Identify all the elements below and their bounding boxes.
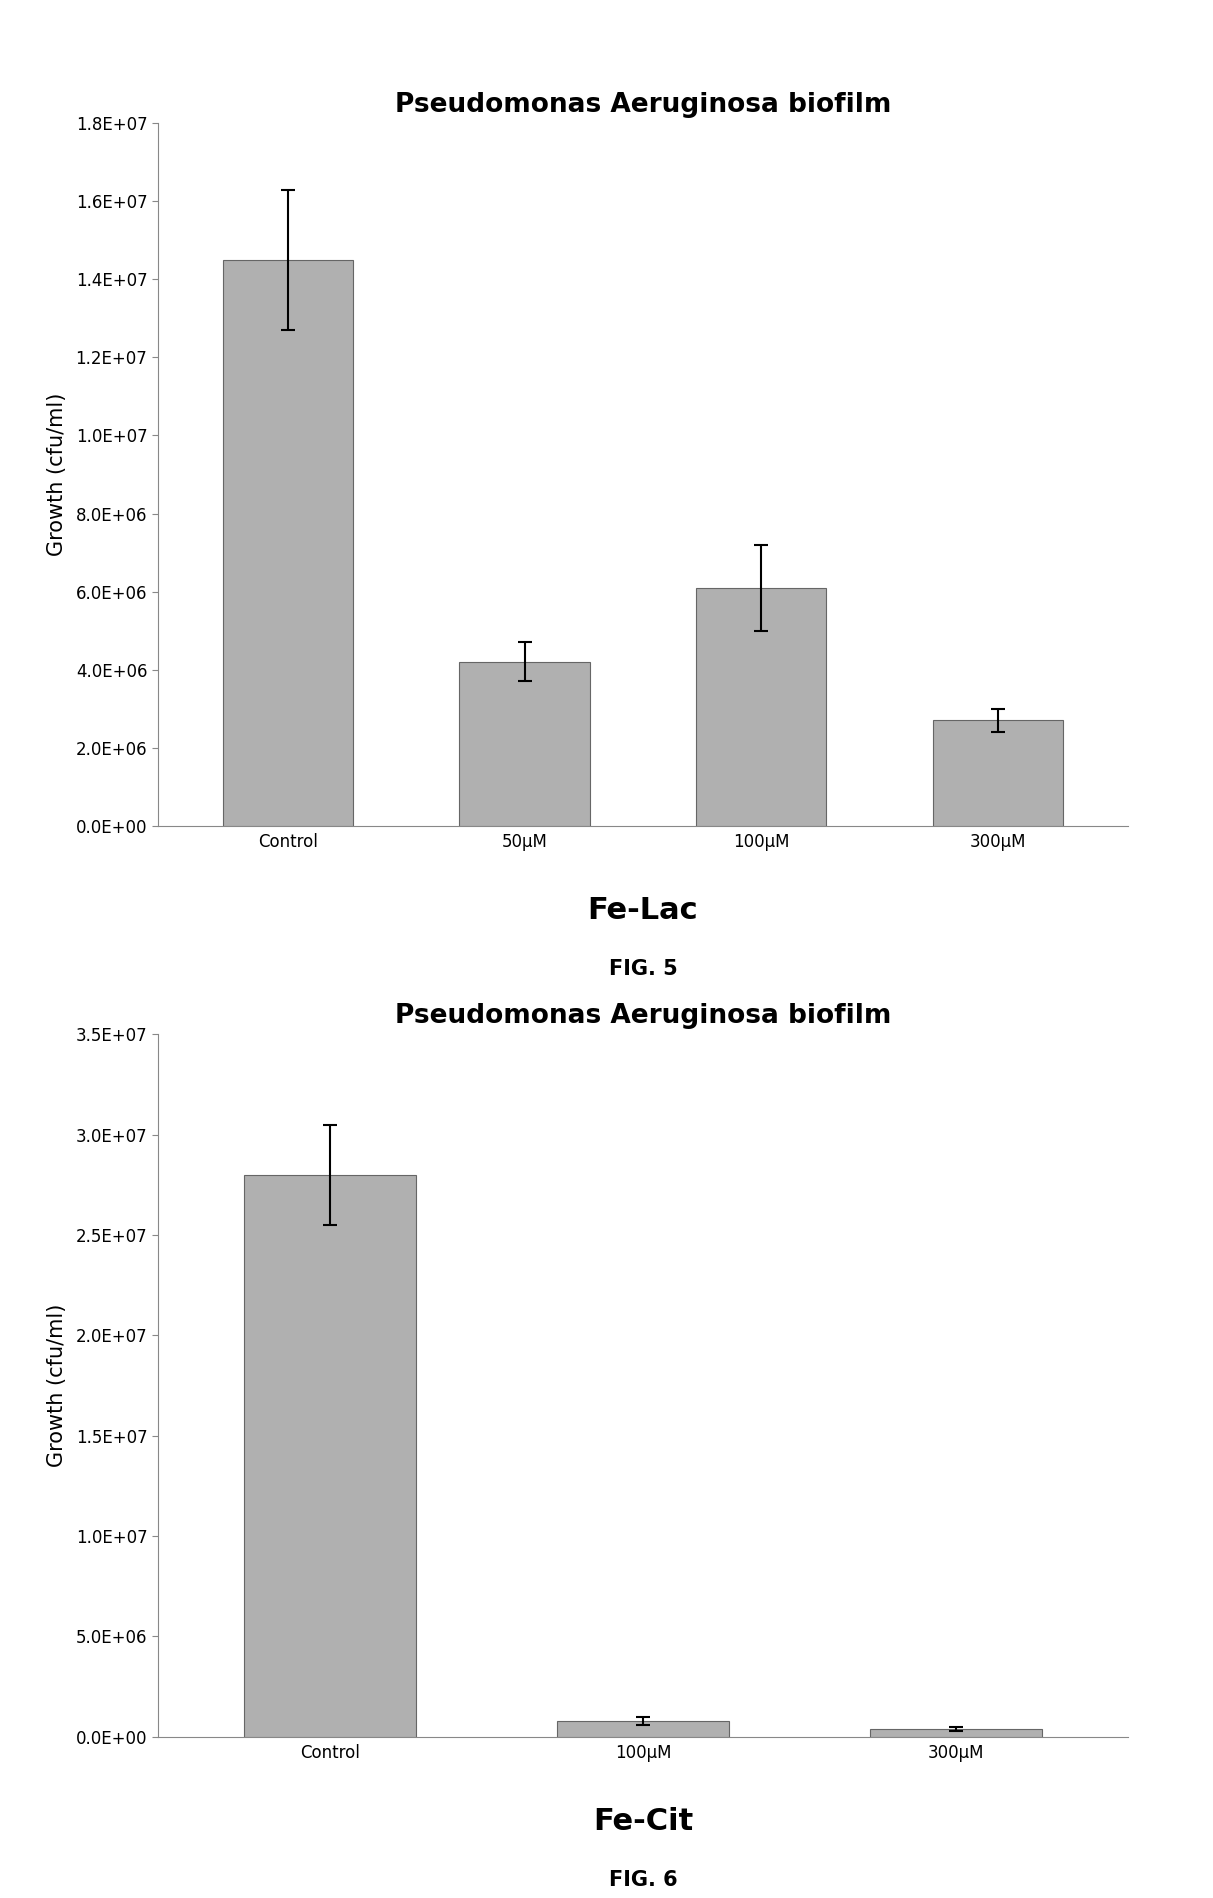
Title: Pseudomonas Aeruginosa biofilm: Pseudomonas Aeruginosa biofilm (394, 93, 892, 118)
Bar (933, 721, 1063, 826)
Text: FIG. 5: FIG. 5 (609, 958, 677, 979)
Y-axis label: Growth (cfu/ml): Growth (cfu/ml) (47, 1304, 67, 1467)
Title: Pseudomonas Aeruginosa biofilm: Pseudomonas Aeruginosa biofilm (394, 1004, 892, 1029)
Y-axis label: Growth (cfu/ml): Growth (cfu/ml) (47, 393, 67, 556)
Text: Fe-Cit: Fe-Cit (593, 1807, 693, 1835)
Bar (223, 260, 353, 826)
Bar (870, 1729, 1042, 1737)
Text: FIG. 6: FIG. 6 (609, 1870, 677, 1890)
Bar (460, 662, 590, 826)
Bar (244, 1175, 416, 1737)
Text: Fe-Lac: Fe-Lac (587, 896, 699, 924)
Bar (557, 1721, 729, 1737)
Bar (696, 588, 826, 826)
